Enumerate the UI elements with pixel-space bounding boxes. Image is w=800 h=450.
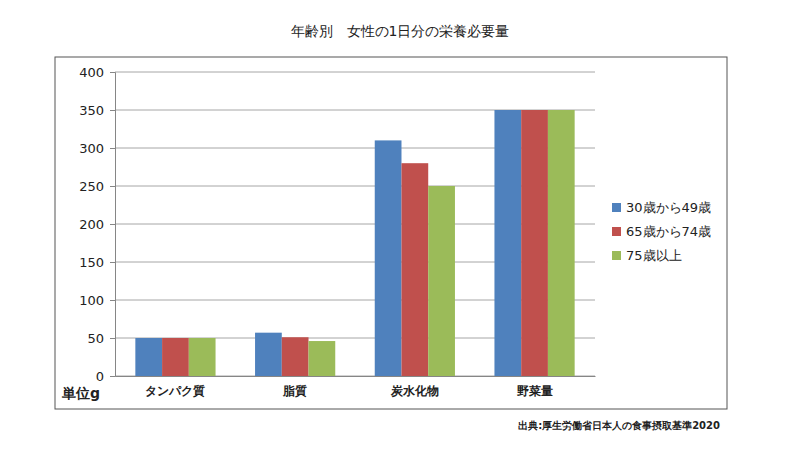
bar <box>282 337 309 376</box>
y-tick-mark <box>110 338 115 339</box>
x-axis: タンパク質 脂質 炭水化物 野菜量 <box>116 376 596 398</box>
y-axis-label: 単位g <box>61 385 100 401</box>
y-axis: 0 50 100 150 200 250 300 350 400 <box>79 65 115 384</box>
bar <box>375 140 402 376</box>
y-tick-label: 100 <box>79 293 104 308</box>
y-tick-label: 250 <box>79 179 104 194</box>
y-tick-label: 350 <box>79 103 104 118</box>
legend-label: 75歳以上 <box>626 248 682 263</box>
chart-container: 年齢別 女性の1日分の栄養必要量 0 50 100 150 200 250 300 350 400… <box>0 0 800 450</box>
y-tick-label: 400 <box>79 65 104 80</box>
y-tick: 200 <box>79 217 115 232</box>
y-tick: 250 <box>79 179 115 194</box>
bar <box>401 163 428 376</box>
y-tick-mark <box>110 224 115 225</box>
bar <box>428 186 455 376</box>
y-tick: 100 <box>79 293 115 308</box>
y-tick-mark <box>110 300 115 301</box>
x-tick-label: 脂質 <box>282 384 307 398</box>
x-tick: 野菜量 <box>517 376 553 398</box>
x-tick: 脂質 <box>282 376 307 398</box>
x-tick-label: タンパク質 <box>145 384 205 398</box>
y-tick-label: 200 <box>79 217 104 232</box>
y-tick-mark <box>110 376 115 377</box>
legend-swatch <box>612 251 621 260</box>
chart-title: 年齢別 女性の1日分の栄養必要量 <box>291 23 510 39</box>
x-tick-label: 野菜量 <box>517 384 553 398</box>
x-axis-line <box>116 376 596 377</box>
y-tick-label: 300 <box>79 141 104 156</box>
y-tick-mark <box>110 186 115 187</box>
y-tick-mark <box>110 72 115 73</box>
source-note: 出典:厚生労働省日本人の食事摂取基準2020 <box>518 420 720 431</box>
y-tick-label: 0 <box>96 369 104 384</box>
y-tick: 400 <box>79 65 115 80</box>
y-axis-line <box>110 73 116 377</box>
legend-item: 30歳から49歳 <box>612 200 711 215</box>
x-tick-label: 炭水化物 <box>390 384 439 398</box>
y-tick-label: 150 <box>79 255 104 270</box>
bar <box>189 338 216 376</box>
bars <box>135 110 574 376</box>
bar <box>135 338 162 376</box>
bar <box>255 333 282 376</box>
y-tick: 300 <box>79 141 115 156</box>
chart-svg: 年齢別 女性の1日分の栄養必要量 0 50 100 150 200 250 300 350 400… <box>0 0 800 450</box>
y-tick-mark <box>110 262 115 263</box>
bar <box>548 110 575 376</box>
legend-item: 65歳から74歳 <box>612 224 711 239</box>
legend-label: 65歳から74歳 <box>626 224 711 239</box>
chart-frame <box>55 57 727 409</box>
legend: 30歳から49歳 65歳から74歳 75歳以上 <box>612 200 711 263</box>
y-tick: 0 <box>96 369 115 384</box>
legend-swatch <box>612 203 621 212</box>
grid-line <box>115 72 595 73</box>
legend-swatch <box>612 227 621 236</box>
y-tick: 50 <box>87 331 115 346</box>
legend-item: 75歳以上 <box>612 248 682 263</box>
legend-label: 30歳から49歳 <box>626 200 711 215</box>
bar <box>309 341 336 376</box>
y-tick-mark <box>110 148 115 149</box>
grid <box>115 72 595 376</box>
bar <box>521 110 548 376</box>
y-tick-mark <box>110 110 115 111</box>
y-tick: 350 <box>79 103 115 118</box>
bar <box>494 110 521 376</box>
x-tick: タンパク質 <box>145 376 205 398</box>
x-tick: 炭水化物 <box>390 376 439 398</box>
bar <box>162 338 189 376</box>
y-tick-label: 50 <box>87 331 104 346</box>
y-tick: 150 <box>79 255 115 270</box>
